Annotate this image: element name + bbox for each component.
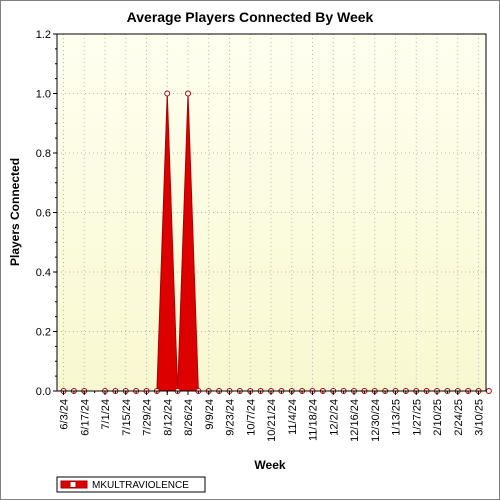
x-tick-label: 6/3/24 [59, 399, 71, 430]
x-tick-label: 7/1/24 [100, 399, 112, 430]
data-point [164, 90, 171, 97]
legend-box [56, 476, 206, 493]
y-tick-label: 1.0 [36, 89, 51, 101]
y-tick-label: 0.0 [36, 386, 51, 398]
legend: MKULTRAVIOLENCE [56, 476, 206, 493]
x-tick-label: 10/21/24 [266, 399, 278, 442]
y-axis-label: Players Connected [8, 158, 22, 266]
legend-marker [69, 481, 77, 488]
y-tick-label: 1.2 [36, 29, 51, 41]
x-tick-label: 12/2/24 [328, 399, 340, 436]
x-tick-label: 1/27/25 [411, 399, 423, 436]
y-tick-label: 0.8 [36, 148, 51, 160]
x-tick-label: 6/17/24 [79, 399, 91, 436]
x-tick-label: 8/26/24 [183, 399, 195, 436]
x-tick-label: 7/29/24 [142, 399, 154, 436]
x-tick-label: 1/13/25 [391, 399, 403, 436]
x-tick-label: 11/4/24 [287, 399, 299, 435]
plot-area [57, 34, 486, 391]
x-tick-label: 12/16/24 [349, 399, 361, 442]
data-point [185, 90, 191, 97]
legend-label: MKULTRAVIOLENCE [92, 480, 189, 491]
x-tick-label: 2/10/25 [432, 399, 444, 436]
x-tick-label: 9/23/24 [225, 399, 237, 436]
chart-title: Average Players Connected By Week [127, 9, 374, 25]
y-tick-label: 0.6 [36, 208, 51, 220]
x-axis-label: Week [254, 458, 285, 472]
x-tick-labels: 6/3/24 6/17/24 7/1/24 7/15/24 7/29/24 8/12/24… [59, 399, 486, 442]
y-tick-labels: 0.0 0.2 0.4 0.6 0.8 1.0 1.2 [36, 29, 51, 398]
axes [53, 33, 487, 395]
x-tick-label: 8/12/24 [162, 399, 174, 436]
y-tick-label: 0.4 [36, 267, 51, 279]
x-tick-label: 12/30/24 [370, 399, 382, 442]
x-tick-label: 10/7/24 [245, 399, 257, 436]
x-tick-label: 11/18/24 [308, 399, 320, 441]
x-tick-label: 2/24/25 [453, 399, 465, 436]
x-tick-label: 9/9/24 [204, 399, 216, 430]
y-tick-label: 0.2 [36, 327, 51, 339]
data-point [485, 388, 492, 394]
x-tick-label: 7/15/24 [121, 399, 133, 436]
x-tick-label: 3/10/25 [474, 399, 486, 436]
plot-border [56, 33, 487, 392]
